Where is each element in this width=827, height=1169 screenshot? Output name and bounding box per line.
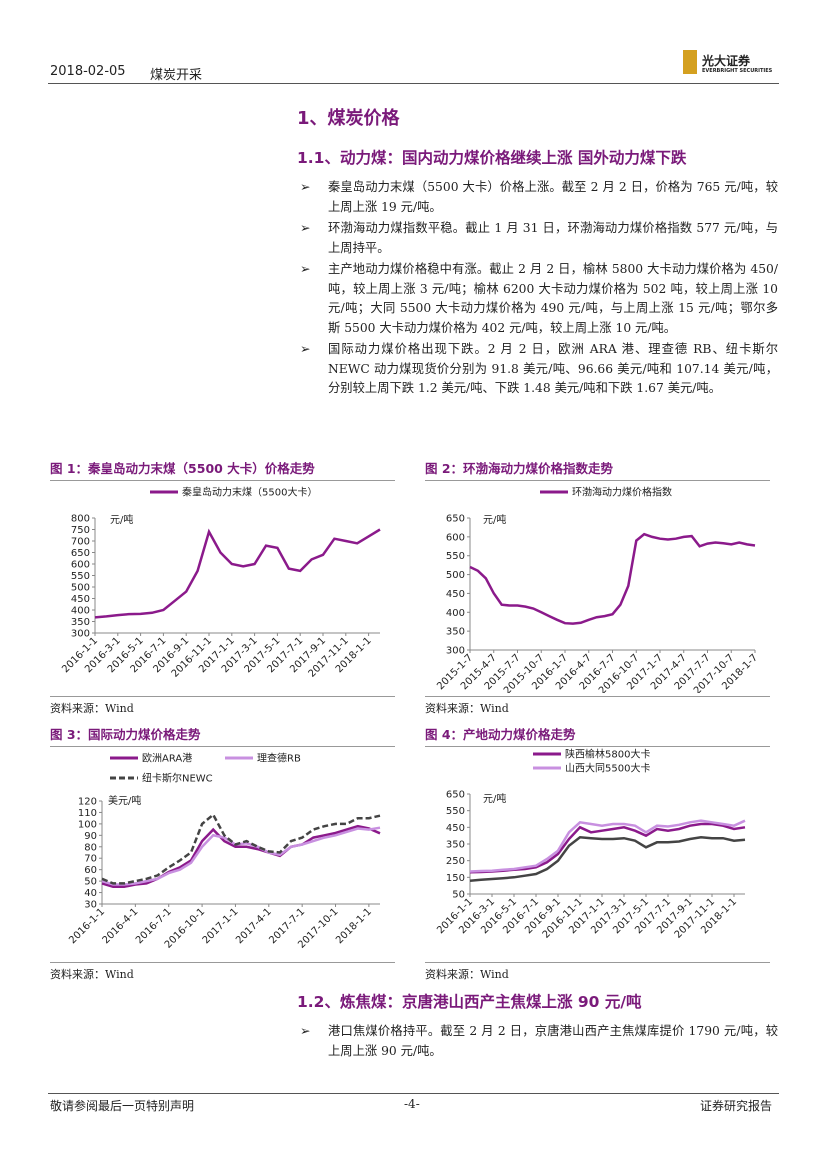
bullet: 环渤海动力煤指数平稳。截止 1 月 31 日，环渤海动力煤价格指数 577 元/… <box>300 219 778 258</box>
legend-label: 纽卡斯尔NEWC <box>142 772 213 785</box>
section-title: 1、煤炭价格 <box>297 108 400 129</box>
series-line <box>469 532 756 625</box>
logo-text: 光大证券 <box>702 54 751 68</box>
y-tick-label: 40 <box>84 888 97 899</box>
y-tick-label: 110 <box>78 808 97 819</box>
bullet: 秦皇岛动力末煤（5500 大卡）价格上涨。截至 2 月 2 日，价格为 765 … <box>300 178 778 217</box>
y-tick-label: 350 <box>446 840 465 851</box>
y-tick-label: 400 <box>446 608 465 619</box>
chart-title: 图 2：环渤海动力煤价格指数走势 <box>425 458 770 481</box>
chart: 美元/吨304050607080901001101202016-1-12016-… <box>67 752 381 951</box>
series-line <box>101 824 381 889</box>
y-tick-label: 600 <box>446 532 465 543</box>
chart-source: 资料来源：Wind <box>50 696 395 716</box>
legend-label: 理查德RB <box>257 752 301 765</box>
subsection-title: 1.1、动力煤：国内动力煤价格继续上涨 国外动力煤下跌 <box>297 149 687 167</box>
y-tick-label: 550 <box>446 806 465 817</box>
chart-title: 图 1：秦皇岛动力末煤（5500 大卡）价格走势 <box>50 458 395 481</box>
y-tick-label: 650 <box>446 514 465 525</box>
y-tick-label: 50 <box>452 890 465 901</box>
y-tick-label: 650 <box>446 790 465 801</box>
bullet-list: 秦皇岛动力末煤（5500 大卡）价格上涨。截至 2 月 2 日，价格为 765 … <box>300 178 778 401</box>
chart: 元/吨501502503504505506502016-1-12016-3-12… <box>435 748 746 941</box>
y-tick-label: 550 <box>446 551 465 562</box>
y-unit: 美元/吨 <box>108 794 141 807</box>
legend-label: 环渤海动力煤价格指数 <box>572 486 672 499</box>
header-rule <box>48 83 779 84</box>
series-line <box>101 826 381 886</box>
legend-label: 山西大同5500大卡 <box>565 762 650 775</box>
y-tick-label: 400 <box>71 606 90 617</box>
y-tick-label: 350 <box>446 627 465 638</box>
y-tick-label: 150 <box>446 873 465 884</box>
footer-page: -4- <box>404 1097 420 1111</box>
chart-title: 图 4：产地动力煤价格走势 <box>425 724 770 747</box>
series-line <box>469 822 746 874</box>
header-sector: 煤炭开采 <box>150 68 203 83</box>
y-tick-label: 50 <box>84 877 97 888</box>
bullet-list: 港口焦煤价格持平。截至 2 月 2 日，京唐港山西产主焦煤库提价 1790 元/… <box>300 1022 778 1063</box>
y-tick-label: 70 <box>84 854 97 865</box>
legend-label: 陕西榆林5800大卡 <box>565 748 650 761</box>
y-tick-label: 120 <box>78 797 97 808</box>
footer-rule <box>48 1093 779 1094</box>
series-line <box>469 819 746 873</box>
y-tick-label: 450 <box>446 823 465 834</box>
y-tick-label: 550 <box>71 571 90 582</box>
y-tick-label: 600 <box>71 560 90 571</box>
chart: 元/吨3003504004505005506006507007508002016… <box>60 486 381 680</box>
x-tick-label: 2018-1-1 <box>334 906 374 946</box>
y-tick-label: 250 <box>446 856 465 867</box>
y-tick-label: 650 <box>71 548 90 559</box>
series-line <box>101 812 381 885</box>
y-tick-label: 60 <box>84 865 97 876</box>
chart-source: 资料来源：Wind <box>50 962 395 982</box>
bullet: 主产地动力煤价格稳中有涨。截止 2 月 2 日，榆林 5800 大卡动力煤价格为… <box>300 260 778 338</box>
y-tick-label: 500 <box>71 583 90 594</box>
subsection-title: 1.2、炼焦煤：京唐港山西产主焦煤上涨 90 元/吨 <box>297 993 642 1011</box>
bullet: 国际动力煤价格出现下跌。2 月 2 日，欧洲 ARA 港、理查德 RB、纽卡斯尔… <box>300 340 778 399</box>
footer-right: 证券研究报告 <box>700 1099 773 1113</box>
y-tick-label: 500 <box>446 570 465 581</box>
header-date: 2018-02-05 <box>50 64 126 79</box>
series-line <box>469 836 746 882</box>
y-tick-label: 450 <box>446 589 465 600</box>
y-tick-label: 30 <box>84 900 97 911</box>
chart-source: 资料来源：Wind <box>425 962 770 982</box>
chart-source: 资料来源：Wind <box>425 696 770 716</box>
y-tick-label: 80 <box>84 842 97 853</box>
y-unit: 元/吨 <box>483 792 506 805</box>
chart-title: 图 3：国际动力煤价格走势 <box>50 724 395 747</box>
y-tick-label: 750 <box>71 525 90 536</box>
y-tick-label: 300 <box>71 629 90 640</box>
y-unit: 元/吨 <box>110 513 133 526</box>
series-line <box>94 528 381 619</box>
y-tick-label: 100 <box>78 819 97 830</box>
logo-icon <box>683 50 697 74</box>
y-tick-label: 700 <box>71 537 90 548</box>
y-tick-label: 350 <box>71 617 90 628</box>
y-tick-label: 300 <box>446 646 465 657</box>
legend-label: 欧洲ARA港 <box>142 753 192 765</box>
chart: 元/吨3003504004505005506006502015-1-72015-… <box>435 486 760 694</box>
y-tick-label: 450 <box>71 594 90 605</box>
y-tick-label: 90 <box>84 831 97 842</box>
y-unit: 元/吨 <box>483 513 506 526</box>
legend-label: 秦皇岛动力末煤（5500大卡） <box>182 486 317 499</box>
logo-en: EVERBRIGHT SECURITIES <box>702 68 773 74</box>
y-tick-label: 800 <box>71 514 90 525</box>
bullet: 港口焦煤价格持平。截至 2 月 2 日，京唐港山西产主焦煤库提价 1790 元/… <box>300 1022 778 1061</box>
footer-left: 敬请参阅最后一页特别声明 <box>50 1099 195 1113</box>
